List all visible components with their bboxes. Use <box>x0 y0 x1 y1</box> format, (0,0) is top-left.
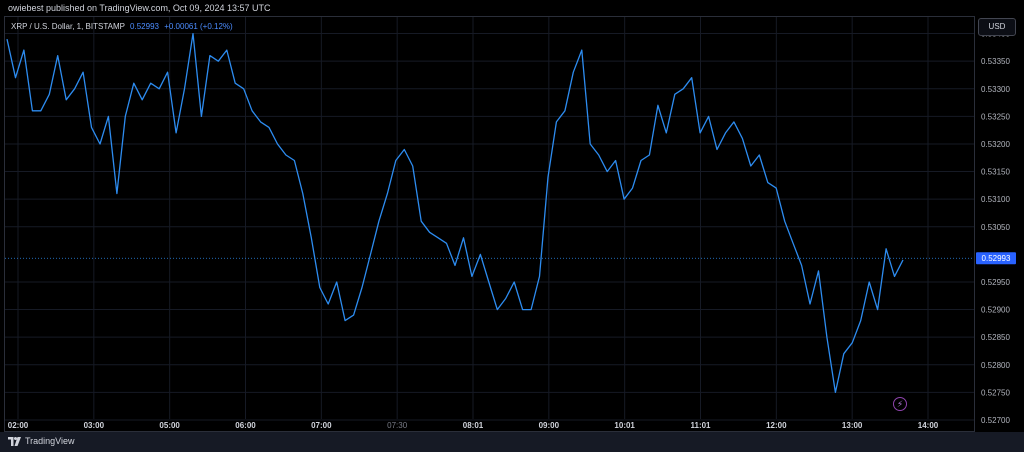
x-tick-label: 14:00 <box>918 421 939 430</box>
price-series-line <box>6 32 904 394</box>
y-tick-label: 0.52950 <box>981 278 1010 287</box>
last-value: 0.52993 <box>130 22 159 31</box>
y-tick-label: 0.53350 <box>981 57 1010 66</box>
x-tick-label: 08:01 <box>463 421 484 430</box>
symbol-legend: XRP / U.S. Dollar, 1, BITSTAMP 0.52993 +… <box>11 22 233 31</box>
x-tick-label: 03:00 <box>84 421 105 430</box>
x-tick-label: 05:00 <box>159 421 180 430</box>
top-bar: owiebest published on TradingView.com, O… <box>0 0 1024 16</box>
x-tick-label: 07:30 <box>387 421 408 430</box>
x-tick-label: 06:00 <box>235 421 256 430</box>
last-price-tag-label: 0.52993 <box>982 254 1011 263</box>
published-info: owiebest published on TradingView.com, O… <box>8 3 271 13</box>
x-tick-label: 02:00 <box>8 421 29 430</box>
y-tick-label: 0.52900 <box>981 306 1010 315</box>
x-tick-label: 10:01 <box>614 421 635 430</box>
y-tick-label: 0.53050 <box>981 223 1010 232</box>
y-tick-label: 0.52800 <box>981 361 1010 370</box>
lightning-icon[interactable]: ⚡ <box>893 397 907 411</box>
last-price-tag <box>976 252 1016 265</box>
x-tick-label: 12:00 <box>766 421 787 430</box>
brand-name: TradingView <box>25 436 75 446</box>
tradingview-logo-icon <box>8 436 21 446</box>
y-tick-label: 0.53150 <box>981 168 1010 177</box>
x-tick-label: 11:01 <box>690 421 711 430</box>
symbol-name: XRP / U.S. Dollar, 1, BITSTAMP <box>11 22 125 31</box>
plot-area[interactable] <box>4 16 975 432</box>
y-tick-label: 0.52700 <box>981 416 1010 425</box>
x-tick-label: 07:00 <box>311 421 332 430</box>
y-tick-label: 0.52750 <box>981 388 1010 397</box>
y-tick-label: 0.53100 <box>981 195 1010 204</box>
price-change: +0.00061 (+0.12%) <box>164 22 233 31</box>
x-tick-label: 13:00 <box>842 421 863 430</box>
footer-bar <box>0 432 1024 452</box>
y-tick-label: 0.53300 <box>981 85 1010 94</box>
y-tick-label: 0.53200 <box>981 140 1010 149</box>
x-tick-label: 09:00 <box>539 421 560 430</box>
y-tick-label: 0.53250 <box>981 112 1010 121</box>
tradingview-brand[interactable]: TradingView <box>8 436 75 446</box>
currency-button[interactable]: USD <box>978 18 1016 36</box>
chart-frame <box>0 16 1024 432</box>
y-tick-label: 0.52850 <box>981 333 1010 342</box>
